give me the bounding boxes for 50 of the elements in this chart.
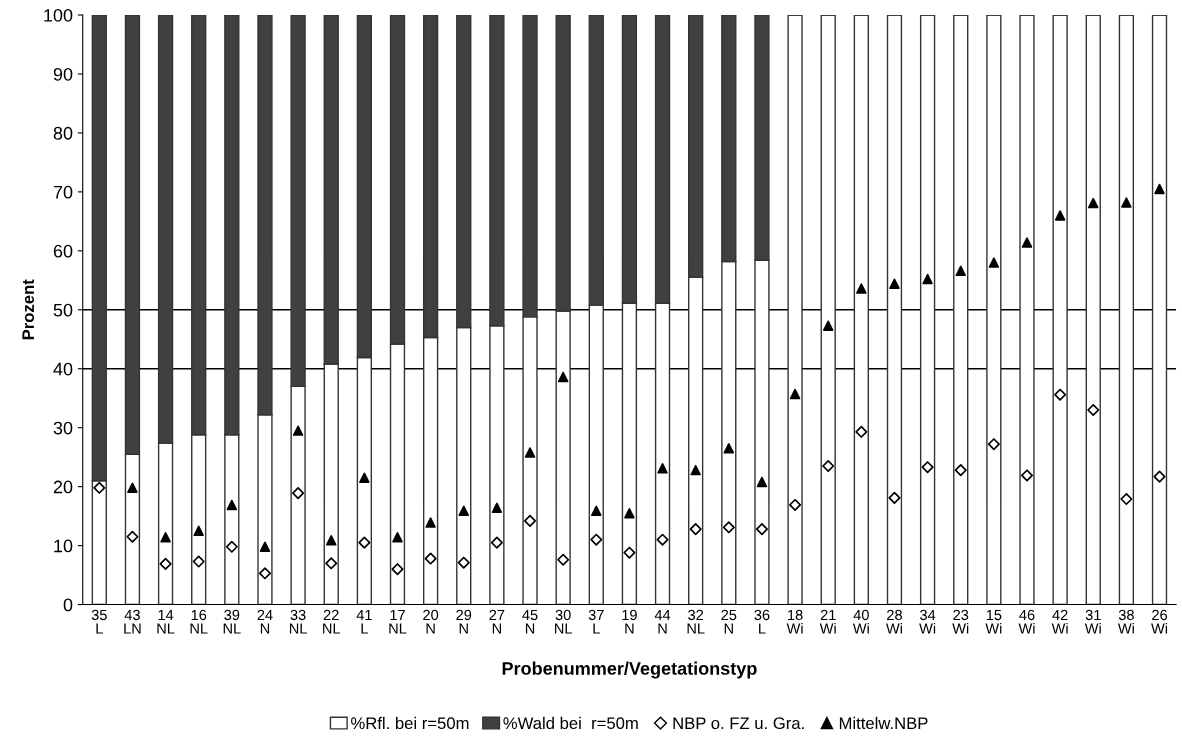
y-tick-label: 100 bbox=[44, 8, 73, 22]
y-tick-label: 20 bbox=[53, 480, 73, 494]
x-tick-label: 21 Wi bbox=[819, 609, 836, 634]
x-tick-label: 27 N bbox=[489, 609, 505, 634]
x-tick-label: 37 L bbox=[588, 609, 604, 634]
x-tick-label: 31 Wi bbox=[1084, 609, 1101, 634]
x-tick-label: 25 N bbox=[721, 609, 737, 634]
y-tick-label: 50 bbox=[53, 303, 73, 317]
y-tick-label: 70 bbox=[53, 185, 73, 199]
y-tick-label: 30 bbox=[53, 421, 73, 435]
x-tick-label: 36 L bbox=[754, 609, 770, 634]
x-tick-label: 22 NL bbox=[323, 609, 341, 634]
legend-label: %Rfl. bei r=50m bbox=[351, 716, 469, 730]
y-tick-label: 90 bbox=[53, 67, 73, 81]
legend-label: Mittelw.NBP bbox=[839, 716, 928, 730]
x-tick-label: 42 Wi bbox=[1051, 609, 1068, 634]
x-axis-title: Probenummer/Vegetationstyp bbox=[502, 661, 757, 679]
x-tick-label: 34 Wi bbox=[919, 609, 936, 634]
x-tick-label: 14 NL bbox=[157, 609, 175, 634]
y-tick-label: 80 bbox=[53, 126, 73, 140]
y-tick-label: 40 bbox=[53, 362, 73, 376]
x-tick-label: 35 L bbox=[91, 609, 107, 634]
y-tick-label: 10 bbox=[54, 539, 73, 553]
y-axis-title: Prozent bbox=[22, 279, 35, 340]
legend-label: %Wald bei r=50m bbox=[503, 716, 638, 730]
x-tick-label: 17 NL bbox=[389, 609, 407, 634]
y-tick-label: 60 bbox=[53, 244, 73, 258]
x-tick-label: 33 NL bbox=[289, 609, 307, 634]
x-tick-label: 44 N bbox=[654, 609, 671, 634]
x-tick-label: 30 NL bbox=[555, 609, 572, 634]
x-tick-label: 32 NL bbox=[687, 609, 705, 634]
x-tick-label: 23 Wi bbox=[952, 609, 969, 634]
x-tick-label: 40 Wi bbox=[852, 609, 869, 634]
x-tick-label: 19 N bbox=[622, 609, 637, 634]
x-tick-label: 15 Wi bbox=[985, 609, 1002, 634]
x-tick-label: 45 N bbox=[522, 609, 538, 634]
x-tick-label: 24 N bbox=[257, 609, 273, 634]
x-tick-label: 16 NL bbox=[190, 609, 208, 634]
x-tick-label: 41 L bbox=[356, 609, 372, 634]
x-tick-label: 46 Wi bbox=[1018, 609, 1035, 634]
x-tick-label: 39 NL bbox=[223, 609, 241, 634]
x-tick-label: 18 Wi bbox=[786, 609, 803, 634]
x-tick-label: 38 Wi bbox=[1117, 609, 1134, 634]
y-tick-label: 0 bbox=[63, 598, 73, 612]
x-tick-label: 26 Wi bbox=[1151, 609, 1168, 634]
x-tick-label: 29 N bbox=[456, 609, 472, 634]
legend-label: NBP o. FZ u. Gra. bbox=[673, 717, 804, 730]
x-tick-label: 20 N bbox=[423, 609, 439, 634]
x-tick-label: 43 LN bbox=[124, 609, 141, 634]
x-tick-label: 28 Wi bbox=[886, 609, 902, 634]
